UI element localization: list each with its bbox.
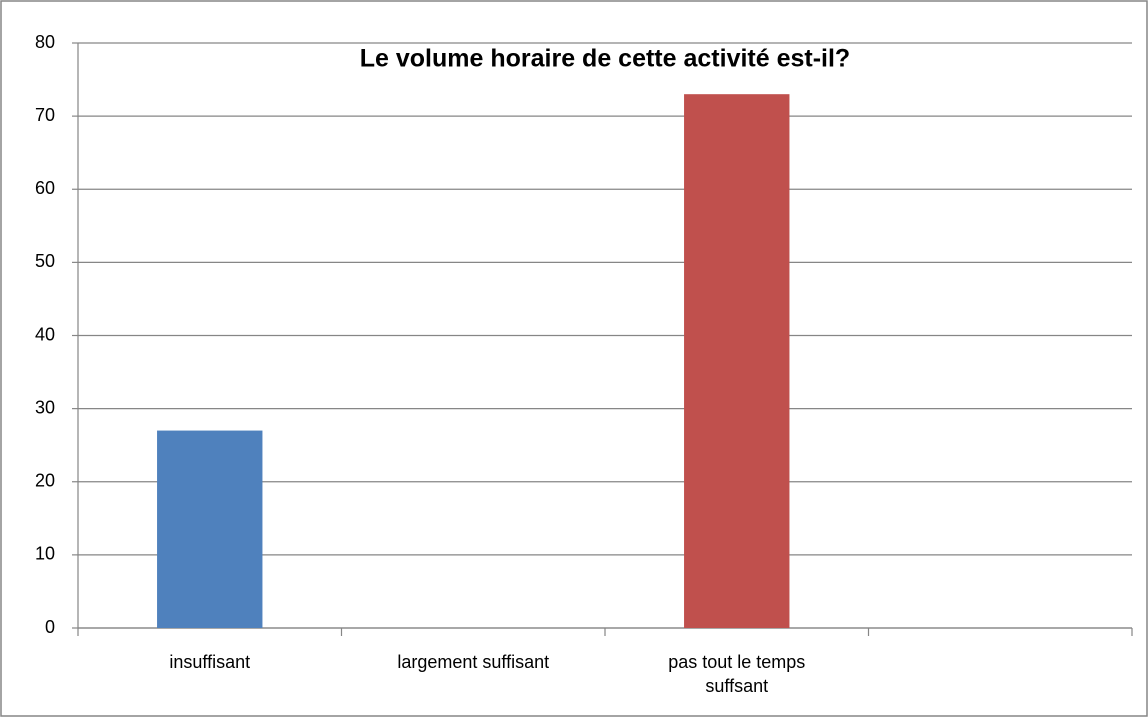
y-tick-label: 70 xyxy=(35,105,55,125)
y-tick-label: 30 xyxy=(35,397,55,417)
y-tick-label: 40 xyxy=(35,324,55,344)
y-tick-label: 10 xyxy=(35,544,55,564)
y-tick-label: 0 xyxy=(45,617,55,637)
y-tick-label: 50 xyxy=(35,251,55,271)
plot: 0 10 20 30 40 50 60 70 80 xyxy=(35,32,1133,637)
x-tick-label: insuffisant xyxy=(169,652,251,672)
bar xyxy=(157,430,263,628)
x-tick-label: largement suffisant xyxy=(397,652,550,672)
y-tick-label: 20 xyxy=(35,471,55,491)
y-tick-label: 80 xyxy=(35,32,55,52)
x-tick-label: pas tout le temps suffsant xyxy=(668,652,806,696)
y-tick-label: 60 xyxy=(35,178,55,198)
chart-title: Le volume horaire de cette activité est-… xyxy=(360,45,850,73)
bar xyxy=(684,94,790,628)
